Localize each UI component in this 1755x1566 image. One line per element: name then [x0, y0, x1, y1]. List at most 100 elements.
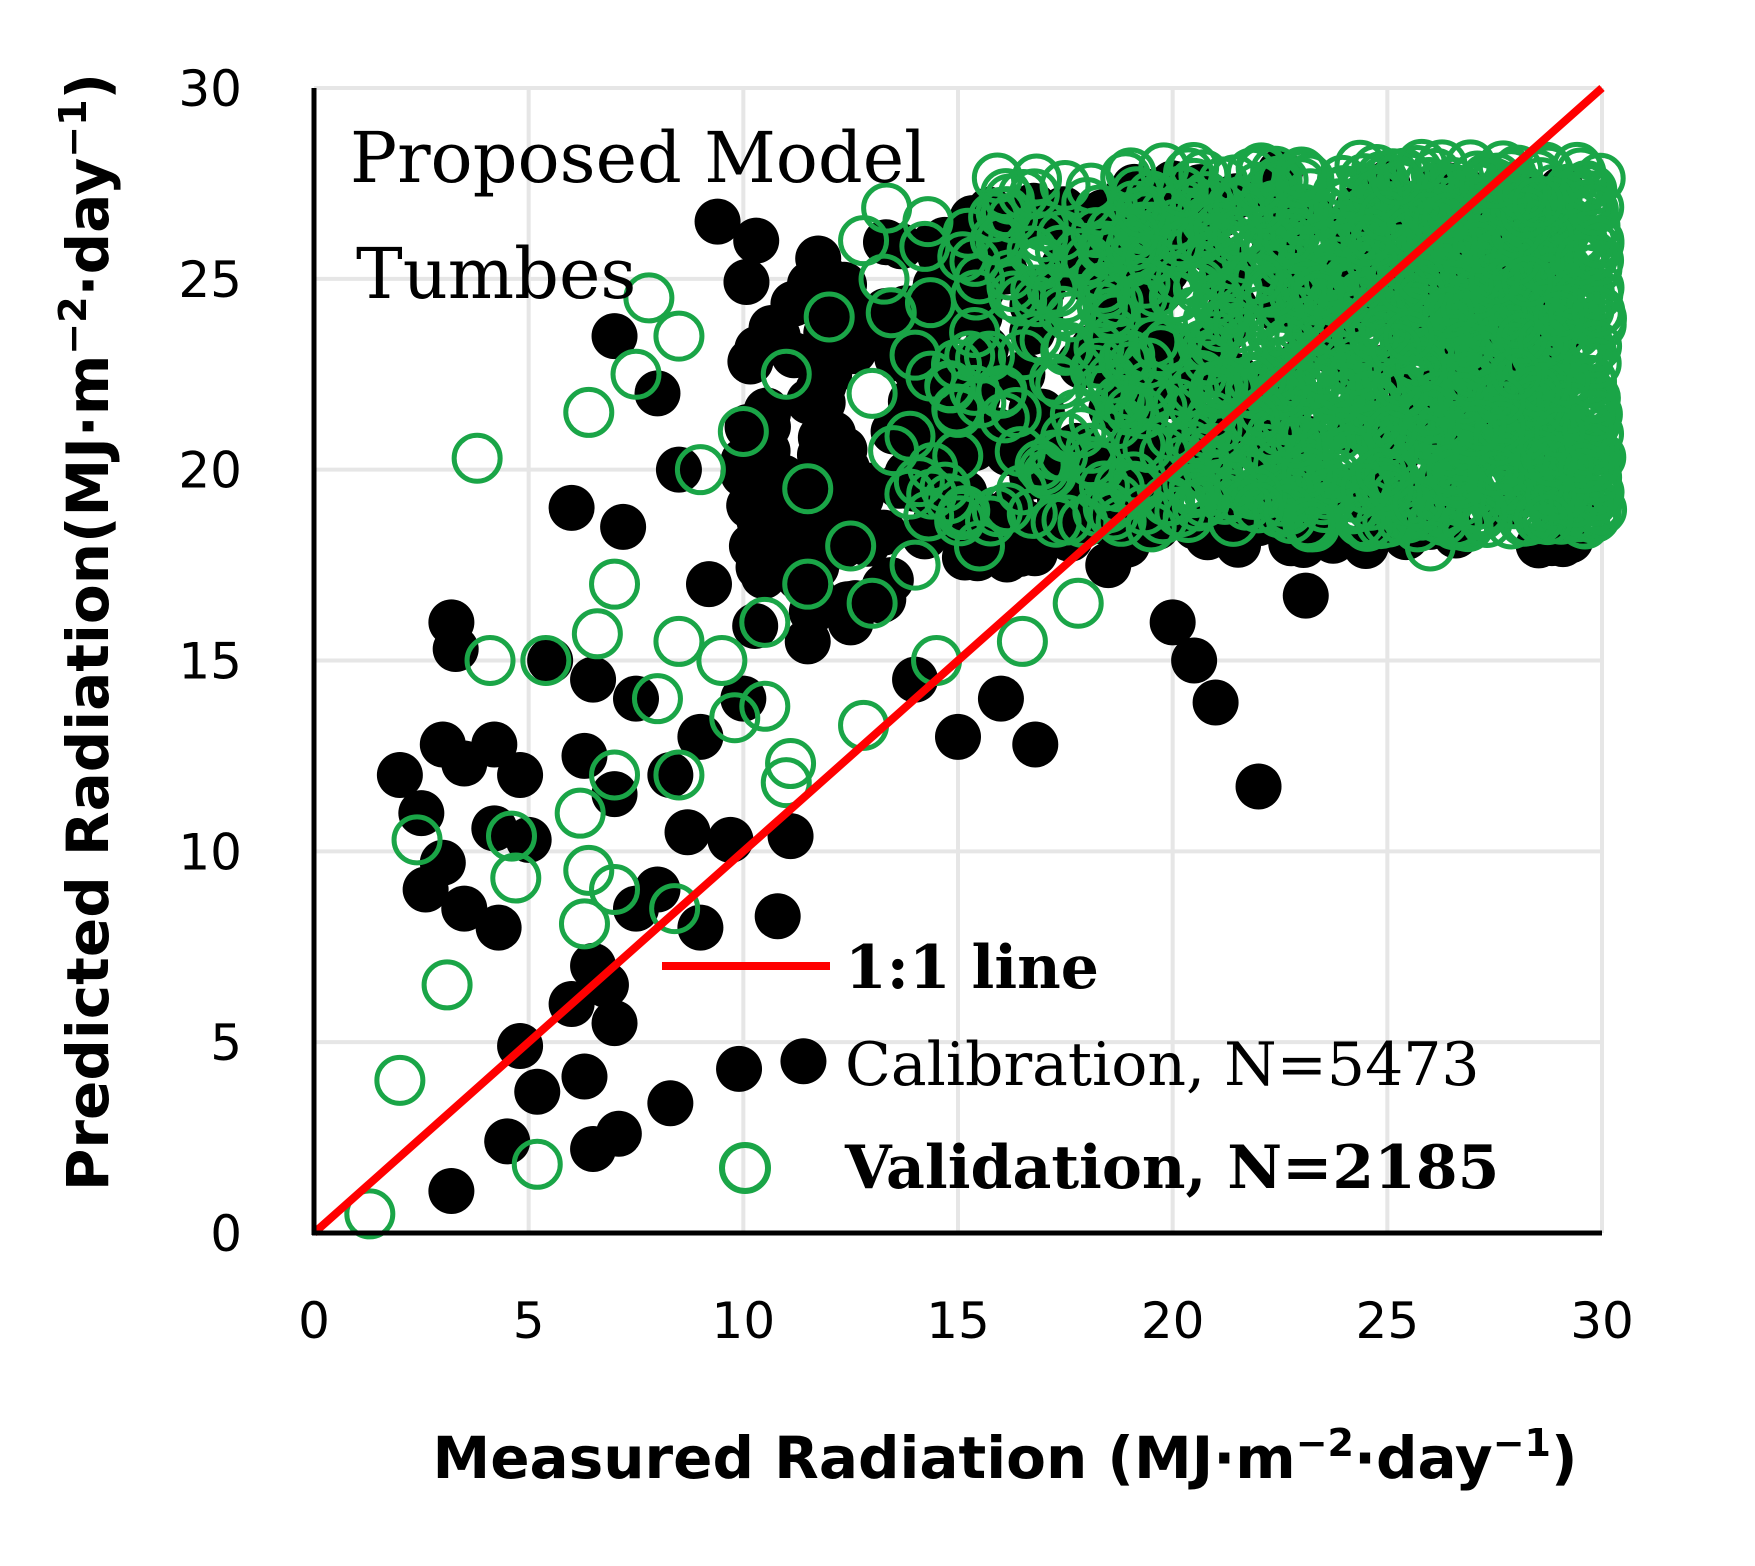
calibration-point — [548, 484, 595, 531]
validation-point — [1565, 357, 1617, 409]
validation-point — [464, 635, 516, 686]
x-axis-title-mid: ·day — [1354, 1424, 1493, 1492]
legend-label-validation: Validation, N=2185 — [844, 1133, 1499, 1203]
calibration-point — [475, 904, 522, 951]
validation-point — [563, 844, 615, 896]
validation-point — [944, 330, 996, 382]
validation-point — [1396, 138, 1448, 190]
calibration-point — [591, 1000, 638, 1047]
validation-point — [653, 615, 705, 667]
calibration-point — [1235, 763, 1282, 810]
validation-point — [1168, 463, 1220, 515]
calibration-point — [634, 370, 681, 417]
validation-point — [1233, 482, 1285, 534]
validation-point — [858, 253, 910, 305]
annotation-line-2: Tumbes — [356, 233, 636, 315]
validation-point — [1555, 234, 1607, 286]
validation-point — [1104, 329, 1156, 381]
validation-point — [1118, 388, 1170, 440]
validation-point — [965, 495, 1017, 547]
validation-point — [1500, 187, 1552, 239]
validation-point — [1570, 337, 1622, 389]
validation-point — [554, 787, 606, 839]
one-to-one-line — [311, 85, 1605, 1236]
calibration-point — [1012, 721, 1059, 768]
y-tick-label: 25 — [178, 251, 242, 309]
calibration-point — [694, 198, 741, 245]
validation-point — [571, 608, 623, 660]
validation-point — [653, 749, 705, 801]
calibration-point — [784, 465, 831, 512]
y-tick-label: 15 — [178, 633, 242, 691]
validation-point — [1340, 463, 1392, 515]
validation-point — [696, 635, 748, 686]
validation-point — [1087, 313, 1139, 365]
validation-point — [782, 558, 834, 610]
validation-point — [344, 1188, 396, 1240]
validation-point — [760, 348, 812, 400]
validation-point — [391, 814, 443, 866]
validation-point — [1148, 271, 1200, 323]
validation-point — [1571, 320, 1623, 372]
validation-point — [649, 883, 701, 935]
validation-point — [1125, 501, 1177, 553]
calibration-point — [1149, 599, 1196, 646]
validation-point — [1501, 255, 1553, 307]
y-axis-title: Predicted Radiation(MJ·m−2·day−1) — [51, 73, 122, 1191]
validation-point — [1573, 234, 1625, 286]
validation-point — [975, 367, 1027, 419]
validation-point — [1014, 439, 1066, 491]
validation-point — [1383, 310, 1435, 362]
validation-point — [953, 520, 1005, 572]
calibration-point — [935, 713, 981, 760]
x-tick-label: 5 — [513, 1292, 545, 1350]
validation-point — [1573, 217, 1625, 269]
calibration-point — [977, 675, 1024, 722]
calibration-point — [591, 313, 638, 360]
validation-point — [674, 444, 726, 496]
calibration-point — [419, 839, 466, 886]
calibration-point — [441, 885, 488, 932]
calibration-point — [1171, 637, 1218, 684]
calibration-point — [723, 259, 770, 306]
validation-point — [1426, 444, 1478, 496]
validation-point — [1182, 334, 1234, 386]
validation-point — [1231, 468, 1283, 520]
validation-point — [1330, 344, 1382, 396]
x-axis-title-sup1: −2 — [1296, 1421, 1354, 1465]
validation-point — [846, 577, 898, 629]
validation-point — [1197, 358, 1249, 410]
y-axis-title-end: ) — [54, 73, 122, 100]
legend-swatch-validation — [719, 1142, 771, 1194]
validation-point — [1469, 253, 1521, 305]
validation-point — [803, 291, 855, 343]
y-axis-title-sup2: −1 — [51, 99, 95, 157]
validation-point — [1469, 157, 1521, 209]
validation-point — [1085, 287, 1137, 339]
calibration-point — [561, 1053, 608, 1100]
validation-point — [631, 673, 683, 725]
validation-point — [1404, 520, 1456, 572]
validation-point — [968, 191, 1020, 243]
validation-point — [589, 864, 641, 915]
x-tick-label: 10 — [712, 1292, 776, 1350]
x-axis-title-sup2: −1 — [1493, 1421, 1551, 1465]
calibration-point — [582, 961, 629, 1008]
x-axis-title-end: ) — [1551, 1424, 1578, 1492]
legend-label-1-1-line: 1:1 line — [845, 933, 1099, 1003]
calibration-point — [806, 351, 853, 398]
validation-point — [996, 615, 1048, 667]
validation-point — [1548, 476, 1600, 528]
validation-point — [1567, 184, 1619, 236]
calibration-point — [954, 535, 1001, 582]
validation-point — [1135, 325, 1187, 377]
calibration-point — [376, 752, 423, 798]
validation-point — [739, 596, 791, 648]
validation-point — [782, 463, 834, 515]
validation-point — [421, 959, 473, 1011]
validation-point — [1211, 209, 1263, 261]
validation-point — [1472, 229, 1524, 281]
validation-point — [884, 410, 936, 462]
validation-point — [520, 635, 572, 686]
validation-point — [1452, 222, 1504, 274]
